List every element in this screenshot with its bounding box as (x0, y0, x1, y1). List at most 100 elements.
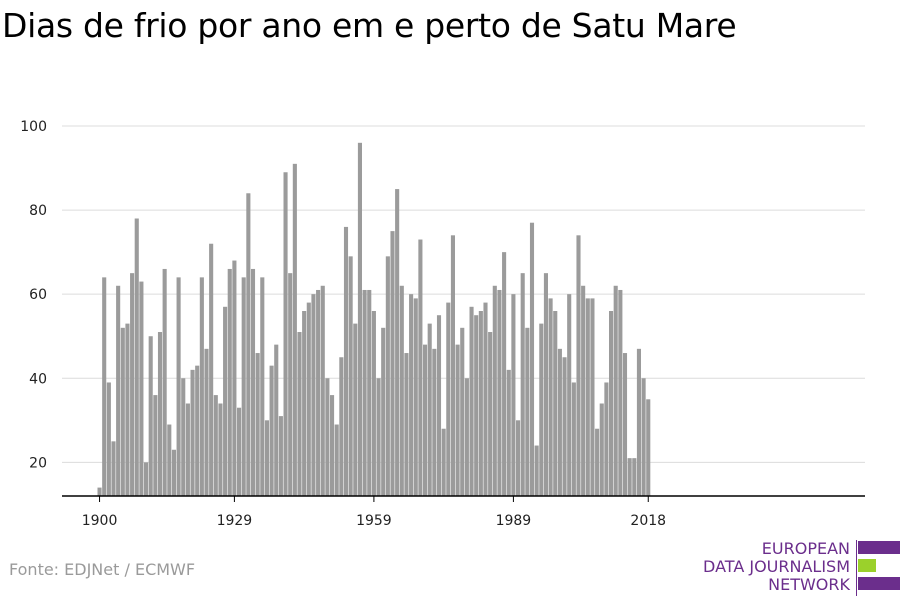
bar (381, 327, 386, 496)
bar (334, 424, 339, 496)
bar (581, 285, 586, 496)
bar (613, 285, 618, 496)
bar (506, 369, 511, 496)
bar (385, 256, 390, 496)
bar (250, 268, 256, 496)
bar (622, 353, 628, 496)
bar (237, 407, 242, 496)
bar (413, 298, 418, 496)
bar (557, 348, 562, 496)
bar (106, 382, 111, 496)
bar (516, 420, 521, 496)
bar (223, 306, 228, 496)
bar (404, 353, 409, 496)
bar (157, 332, 163, 496)
bar (213, 395, 218, 496)
bar (185, 403, 190, 496)
bar (264, 420, 269, 496)
bar (390, 231, 395, 496)
bar (604, 382, 609, 496)
bar (576, 235, 581, 496)
logo-divider (856, 540, 857, 596)
bar (153, 395, 158, 496)
bar (139, 281, 144, 496)
bar (227, 268, 232, 496)
bar (134, 218, 139, 496)
bar (199, 277, 204, 496)
y-tick-label: 40 (29, 371, 47, 387)
bar (260, 277, 265, 496)
bar (269, 365, 274, 496)
x-tick-label: 2018 (630, 513, 666, 529)
bar (539, 323, 544, 496)
bar (585, 298, 590, 496)
bar (306, 302, 311, 496)
bar (474, 315, 479, 496)
bar (423, 344, 428, 496)
bar (488, 332, 493, 496)
bar (116, 285, 121, 496)
bar (562, 357, 567, 496)
bar (255, 353, 260, 496)
bar (446, 302, 451, 496)
bar (320, 285, 325, 496)
bar (534, 445, 539, 496)
bar (176, 277, 181, 496)
bar (595, 428, 600, 496)
bar (609, 311, 614, 496)
bar (218, 403, 223, 496)
bar (632, 458, 637, 496)
logo-bar-bottom (858, 577, 900, 590)
y-tick-label: 60 (29, 287, 47, 303)
bar (450, 235, 455, 496)
bar (455, 344, 460, 496)
bar (646, 399, 651, 496)
logo-text: EUROPEAN DATA JOURNALISM NETWORK (703, 540, 850, 594)
bar (297, 332, 302, 496)
bar (292, 163, 297, 496)
y-tick-label: 20 (29, 455, 47, 471)
bar (195, 365, 200, 496)
bar (627, 458, 632, 496)
bar (278, 416, 283, 496)
bar (520, 273, 525, 496)
bar (367, 289, 372, 496)
x-tick-label: 1989 (496, 513, 532, 529)
bar (399, 285, 404, 496)
bar (436, 315, 442, 496)
bar (478, 311, 483, 496)
bar (125, 323, 130, 496)
bar (353, 323, 358, 496)
bar (460, 327, 465, 496)
bar (246, 193, 251, 497)
logo-bar-top (858, 541, 900, 554)
y-tick-label: 80 (29, 203, 47, 219)
bar (144, 462, 149, 496)
bar (376, 378, 381, 496)
bar (492, 285, 497, 496)
bar (148, 336, 153, 496)
bar (641, 378, 646, 496)
edjnet-logo: EUROPEAN DATA JOURNALISM NETWORK (690, 540, 900, 596)
bar (357, 142, 362, 496)
x-tick-label: 1929 (217, 513, 253, 529)
bar (511, 294, 516, 496)
logo-bar-middle (858, 559, 876, 572)
bar (502, 252, 507, 496)
bar (590, 298, 595, 496)
bar (427, 323, 432, 496)
bar (599, 403, 604, 496)
logo-line-1: EUROPEAN (761, 539, 850, 558)
bar (432, 348, 437, 496)
x-tick-label: 1959 (356, 513, 392, 529)
bar (232, 260, 237, 496)
chart-title: Dias de frio por ano em e perto de Satu … (2, 6, 737, 45)
y-tick-label: 100 (20, 119, 47, 135)
bar (311, 294, 316, 496)
logo-line-2: DATA JOURNALISM (703, 557, 850, 576)
bar (567, 294, 572, 496)
bar (283, 172, 288, 496)
bar (339, 357, 344, 496)
bar (571, 382, 576, 496)
bar (325, 378, 330, 496)
